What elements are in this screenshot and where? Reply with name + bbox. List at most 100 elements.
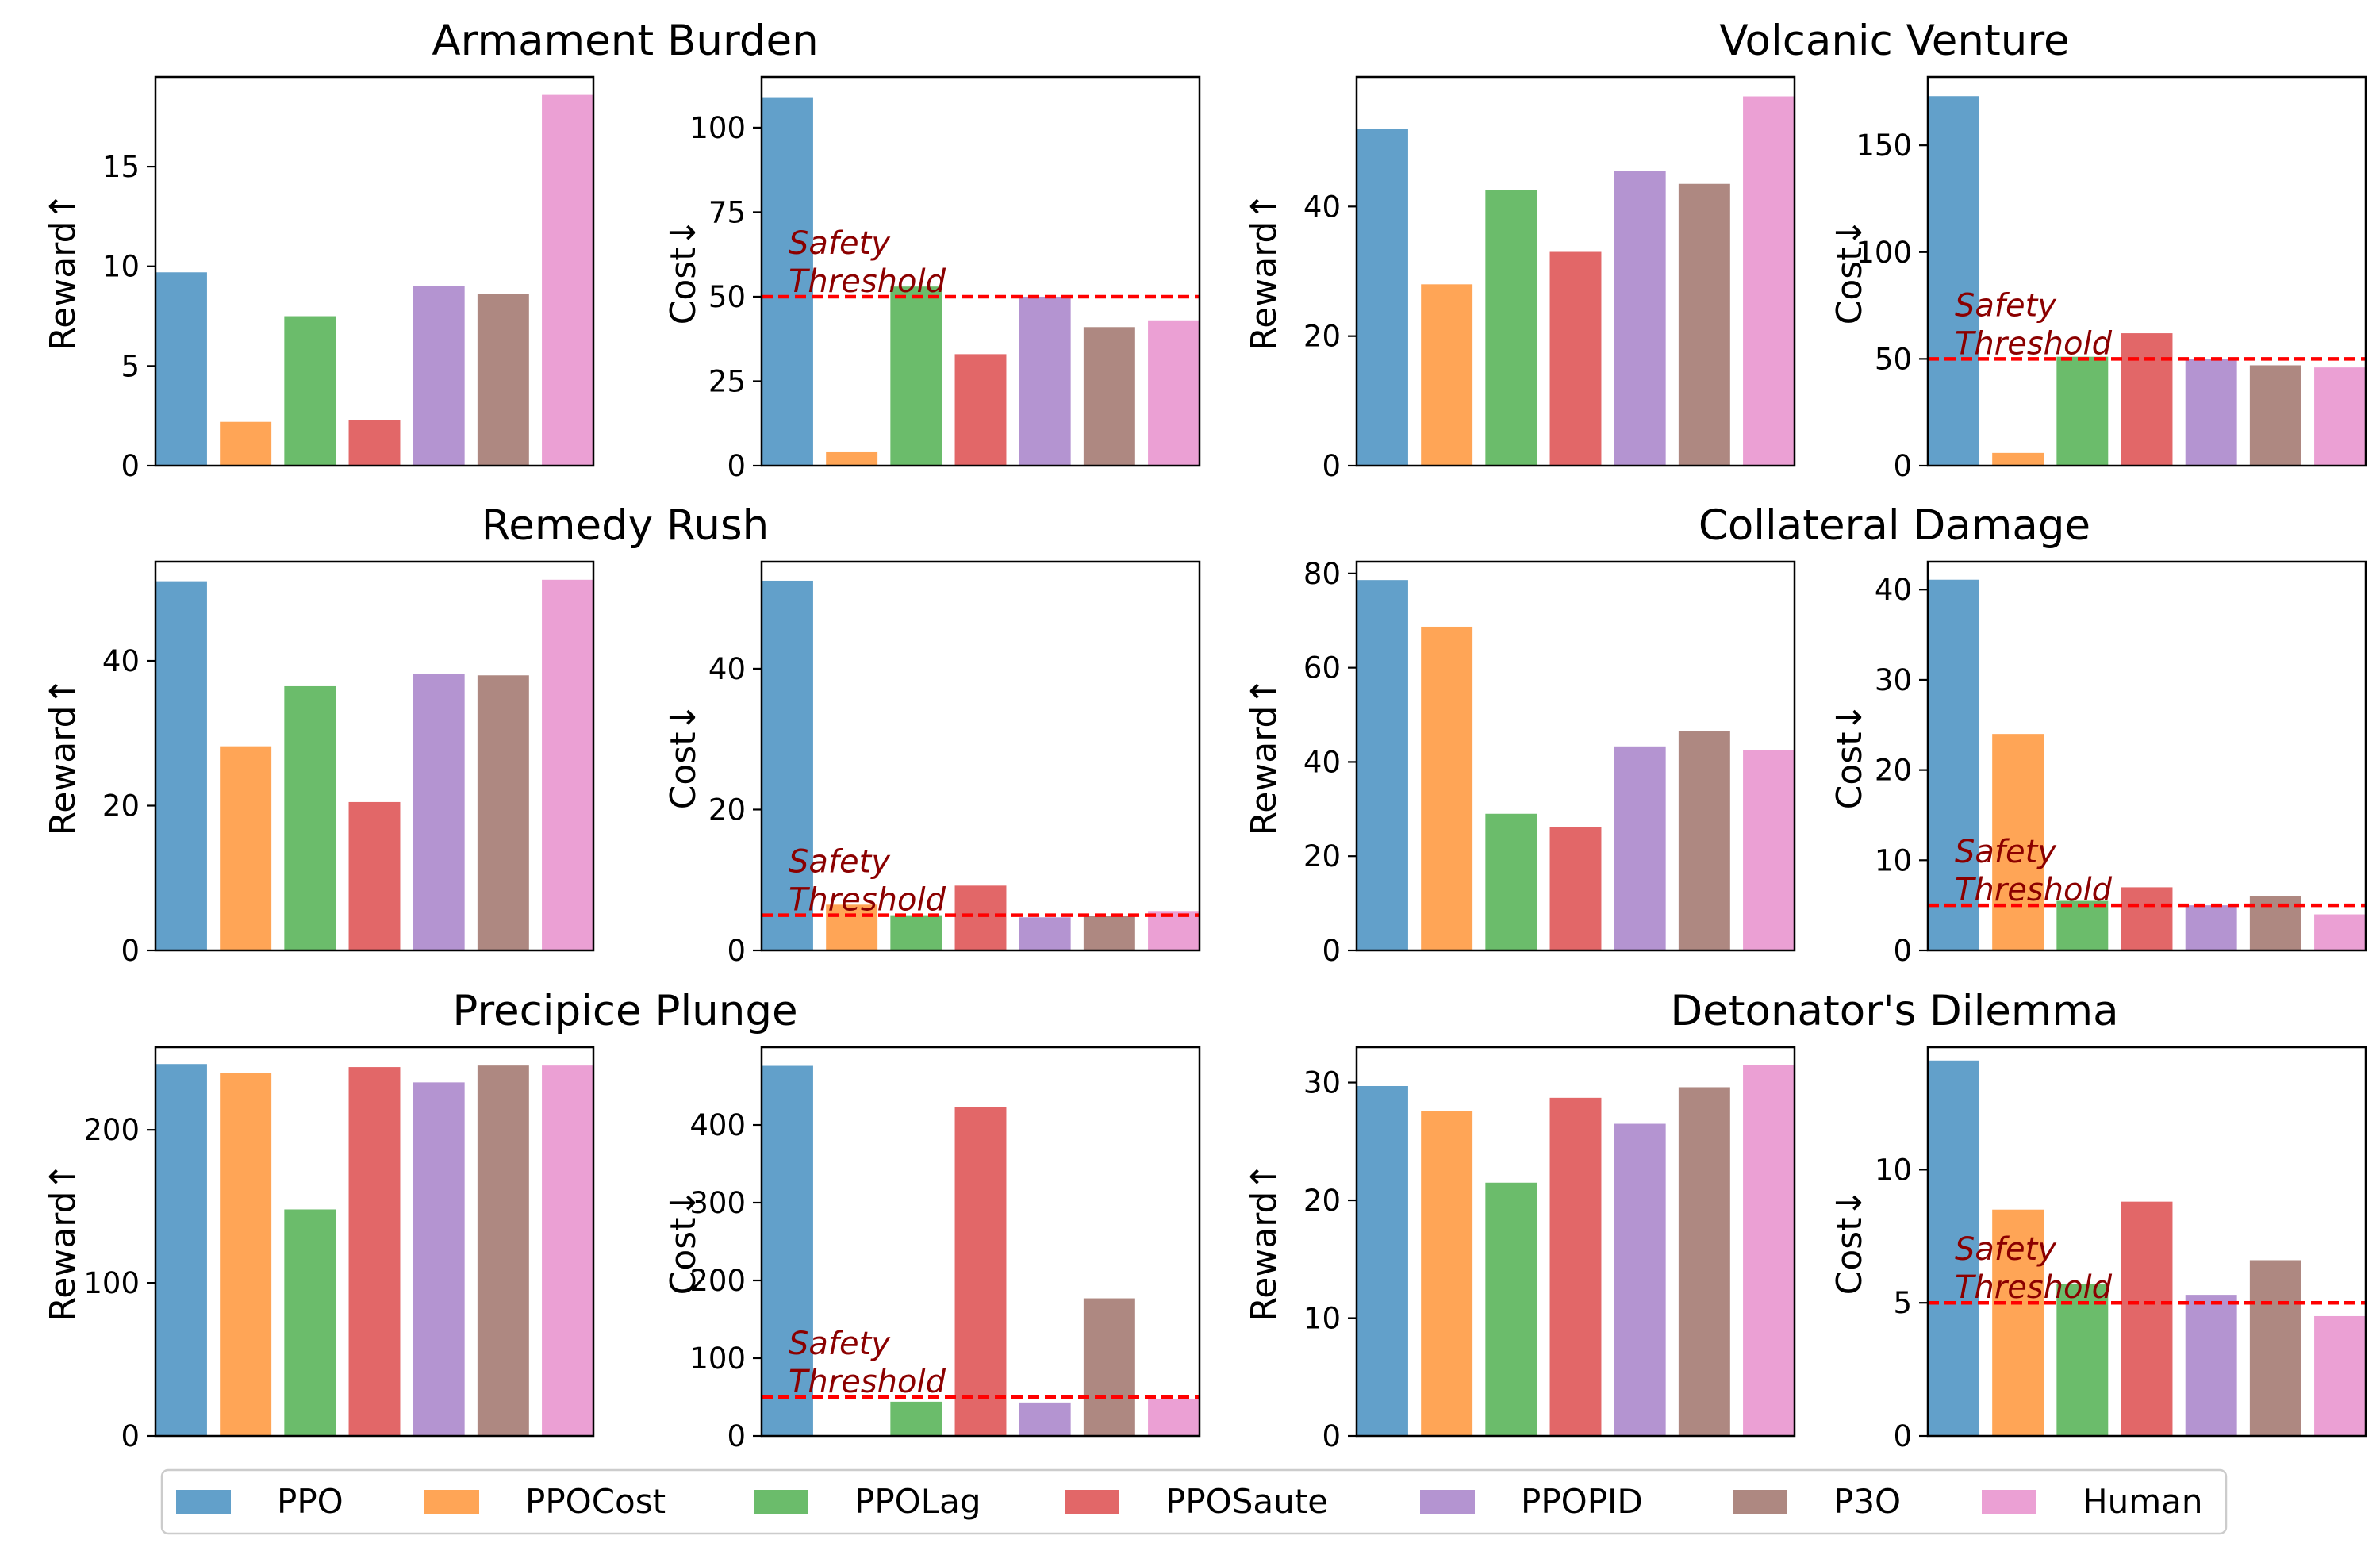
- bar-human: [2314, 367, 2366, 466]
- bar-pposaute: [1549, 1097, 1602, 1436]
- bar-p3o: [1083, 327, 1135, 466]
- bar-ppocost: [1421, 1111, 1473, 1436]
- legend-label: PPOCost: [525, 1482, 666, 1521]
- legend-item-pposaute: PPOSaute: [1065, 1482, 1328, 1521]
- legend-label: PPOPID: [1521, 1482, 1643, 1521]
- y-axis-label: Reward↑: [1244, 1162, 1284, 1322]
- bar-p3o: [1083, 1298, 1135, 1436]
- y-tick-label: 20: [1875, 754, 1912, 788]
- bar-pposaute: [1549, 827, 1602, 950]
- y-tick-label: 0: [727, 449, 746, 483]
- bar-ppolag: [2056, 1284, 2109, 1436]
- legend-swatch: [1733, 1490, 1787, 1514]
- title-detonator-s-dilemma: Detonator's Dilemma: [1670, 987, 2118, 1035]
- y-tick-label: 40: [1875, 573, 1912, 607]
- bar-ppocost: [1992, 734, 2044, 950]
- y-tick-label: 30: [1875, 663, 1912, 697]
- bar-p3o: [2249, 365, 2301, 466]
- bar-ppo: [155, 272, 207, 466]
- y-axis-label: Reward↑: [1244, 192, 1284, 351]
- bar-ppolag: [284, 685, 336, 950]
- panel-collateral-damage-reward: 0 20 40 60 80 Reward↑: [1244, 557, 1796, 968]
- bar-ppolag: [1485, 813, 1537, 950]
- bar-human: [1743, 96, 1795, 466]
- bar-ppo: [1928, 96, 1979, 466]
- axes-frame: [1926, 75, 2367, 467]
- y-tick-label: 5: [121, 349, 140, 383]
- bar-pposaute: [348, 420, 401, 466]
- bar-ppocost: [220, 1073, 272, 1436]
- bar-ppocost: [1421, 626, 1473, 950]
- y-tick-label: 200: [689, 1264, 746, 1298]
- threshold-label-line1: Safety: [789, 1326, 891, 1362]
- bar-human: [1148, 911, 1200, 950]
- legend-box: [160, 1468, 2228, 1535]
- y-tick-label: 0: [727, 1419, 746, 1453]
- bar-ppopid: [1614, 171, 1666, 466]
- y-tick-label: 0: [1322, 934, 1341, 968]
- y-axis-label: Cost↓: [1829, 703, 1870, 810]
- bar-ppo: [155, 581, 207, 950]
- bar-ppo: [1357, 129, 1408, 466]
- y-axis-label: Cost↓: [1829, 1188, 1870, 1296]
- bar-ppopid: [1614, 746, 1666, 950]
- y-tick-label: 60: [1303, 651, 1341, 685]
- legend-label: PPO: [277, 1482, 344, 1521]
- y-tick-label: 10: [102, 250, 140, 284]
- bar-ppolag: [890, 1401, 942, 1436]
- panel-armament-burden-reward: 0 5 10 15 Reward↑: [43, 75, 595, 483]
- y-tick-label: 10: [1875, 1153, 1912, 1187]
- bar-ppolag: [890, 915, 942, 950]
- panel-remedy-rush-reward: 0 20 40 Reward↑: [43, 560, 595, 968]
- threshold-label-line1: Safety: [1955, 834, 2057, 870]
- legend-swatch: [176, 1490, 231, 1514]
- threshold-label-line1: Safety: [789, 844, 891, 881]
- bar-human: [542, 579, 593, 950]
- bar-human: [1743, 1065, 1795, 1436]
- bar-ppocost: [1421, 284, 1473, 466]
- bar-pposaute: [2121, 887, 2173, 950]
- y-tick-label: 40: [1303, 190, 1341, 224]
- bar-ppopid: [413, 286, 465, 466]
- bar-ppopid: [413, 1082, 465, 1436]
- legend-swatch: [1420, 1490, 1475, 1514]
- bar-p3o: [1678, 731, 1730, 950]
- y-tick-label: 5: [1893, 1286, 1912, 1320]
- bar-human: [2314, 1315, 2366, 1436]
- bar-ppocost: [220, 421, 272, 466]
- bar-ppopid: [2185, 905, 2237, 950]
- bar-ppopid: [1614, 1123, 1666, 1436]
- y-tick-label: 300: [689, 1186, 746, 1220]
- axes-frame: [154, 75, 595, 467]
- y-tick-label: 0: [121, 449, 140, 483]
- bar-ppolag: [2056, 356, 2109, 466]
- legend-swatch: [1982, 1490, 2036, 1514]
- y-tick-label: 40: [102, 644, 140, 678]
- y-axis-label: Reward↑: [43, 192, 83, 351]
- y-tick-label: 200: [83, 1113, 140, 1147]
- threshold-label-line2: Threshold: [789, 263, 946, 300]
- y-tick-label: 0: [121, 1419, 140, 1453]
- bar-p3o: [477, 1065, 529, 1436]
- bar-human: [542, 94, 593, 466]
- y-tick-label: 0: [1893, 934, 1912, 968]
- y-tick-label: 20: [1303, 839, 1341, 873]
- bar-ppo: [1357, 580, 1408, 950]
- bar-ppo: [762, 1065, 813, 1436]
- y-tick-label: 10: [1303, 1302, 1341, 1336]
- y-tick-label: 400: [689, 1108, 746, 1142]
- y-axis-label: Cost↓: [663, 703, 704, 810]
- bar-ppolag: [890, 286, 942, 466]
- bar-ppopid: [1019, 296, 1071, 466]
- bar-human: [1148, 320, 1200, 466]
- panel-detonator-s-dilemma-reward: 0 10 20 30 Reward↑: [1244, 1046, 1796, 1453]
- y-tick-label: 15: [102, 150, 140, 184]
- axes-frame: [1355, 75, 1796, 467]
- legend-swatch: [754, 1490, 808, 1514]
- y-axis-label: Cost↓: [663, 1188, 704, 1296]
